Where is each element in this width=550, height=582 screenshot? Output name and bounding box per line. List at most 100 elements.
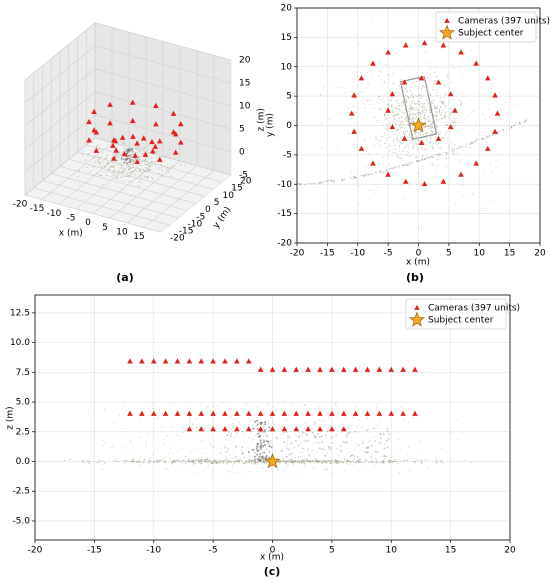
point-cloud-dot bbox=[183, 459, 185, 461]
point-cloud-dot bbox=[441, 101, 444, 104]
point-cloud-dot bbox=[386, 123, 388, 125]
point-cloud-dot bbox=[139, 170, 142, 172]
point-cloud-dot bbox=[353, 177, 355, 179]
point-cloud-dot bbox=[482, 131, 484, 133]
point-cloud-dot bbox=[184, 164, 186, 167]
point-cloud-dot bbox=[143, 147, 145, 149]
point-cloud-dot bbox=[383, 454, 386, 457]
point-cloud-dot bbox=[425, 118, 427, 120]
point-cloud-dot bbox=[472, 142, 474, 144]
point-cloud-dot bbox=[510, 127, 513, 129]
point-cloud-dot bbox=[419, 116, 422, 118]
point-cloud-dot bbox=[165, 456, 167, 458]
point-cloud-dot bbox=[398, 150, 400, 152]
point-cloud-dot bbox=[438, 110, 440, 112]
point-cloud-dot bbox=[195, 462, 197, 464]
point-cloud-dot bbox=[421, 158, 423, 160]
point-cloud-dot bbox=[418, 94, 420, 96]
point-cloud-dot bbox=[444, 134, 446, 136]
point-cloud-dot bbox=[128, 167, 130, 169]
point-cloud-dot bbox=[297, 182, 299, 184]
point-cloud-dot bbox=[379, 140, 381, 142]
point-cloud-dot bbox=[233, 461, 235, 463]
point-cloud-dot bbox=[406, 154, 408, 156]
point-cloud-dot bbox=[192, 461, 195, 463]
camera-marker bbox=[139, 358, 145, 364]
camera-marker bbox=[119, 134, 126, 140]
point-cloud-dot bbox=[321, 441, 323, 443]
point-cloud-dot bbox=[419, 101, 421, 103]
camera-marker bbox=[473, 60, 480, 66]
point-cloud-dot bbox=[482, 113, 484, 115]
point-cloud-dot bbox=[448, 157, 450, 159]
camera-marker bbox=[257, 366, 264, 372]
y-tick-label: 5 bbox=[286, 92, 292, 102]
point-cloud-dot bbox=[286, 442, 288, 444]
camera-marker bbox=[170, 129, 177, 135]
point-cloud-dot bbox=[139, 461, 141, 463]
point-cloud-dot bbox=[365, 174, 367, 176]
point-cloud-dot bbox=[420, 459, 422, 461]
point-cloud-dot bbox=[421, 147, 423, 149]
point-cloud-dot bbox=[407, 98, 409, 100]
point-cloud-dot bbox=[233, 436, 236, 438]
point-cloud-dot bbox=[145, 176, 148, 178]
point-cloud-dot bbox=[370, 457, 372, 459]
point-cloud-dot bbox=[401, 117, 403, 119]
point-cloud-dot bbox=[110, 447, 112, 449]
point-cloud-dot bbox=[167, 153, 169, 155]
grid-line bbox=[59, 166, 197, 204]
point-cloud-dot bbox=[160, 162, 162, 164]
point-cloud-dot bbox=[306, 458, 308, 460]
point-cloud-dot bbox=[301, 433, 303, 435]
point-cloud-dot bbox=[447, 72, 449, 75]
point-cloud-dot bbox=[414, 142, 416, 144]
camera-marker bbox=[113, 147, 119, 153]
point-cloud-dot bbox=[270, 416, 272, 419]
point-cloud-dot bbox=[215, 462, 217, 464]
point-cloud-dot bbox=[435, 66, 437, 68]
point-cloud-dot bbox=[451, 150, 454, 152]
point-cloud-dot bbox=[210, 463, 212, 465]
point-cloud-dot bbox=[118, 171, 120, 173]
point-cloud-dot bbox=[101, 174, 103, 176]
point-cloud-dot bbox=[444, 163, 446, 165]
point-cloud-dot bbox=[263, 466, 265, 468]
point-cloud-dot bbox=[373, 191, 375, 193]
point-cloud-dot bbox=[229, 460, 231, 462]
point-cloud-dot bbox=[382, 459, 384, 461]
point-cloud-dot bbox=[133, 171, 135, 173]
point-cloud-dot bbox=[114, 153, 116, 155]
point-cloud-dot bbox=[181, 460, 183, 462]
point-cloud-dot bbox=[189, 460, 191, 462]
point-cloud-dot bbox=[410, 113, 412, 115]
camera-marker bbox=[458, 49, 464, 55]
point-cloud-dot bbox=[351, 177, 353, 179]
point-cloud-dot bbox=[333, 459, 336, 461]
point-cloud-dot bbox=[391, 75, 393, 78]
point-cloud-dot bbox=[369, 112, 371, 114]
point-cloud-dot bbox=[259, 432, 261, 434]
point-cloud-dot bbox=[409, 113, 411, 115]
point-cloud-dot bbox=[189, 421, 191, 423]
point-cloud-dot bbox=[173, 435, 175, 437]
point-cloud-dot bbox=[346, 461, 348, 463]
point-cloud-dot bbox=[127, 172, 129, 175]
point-cloud-dot bbox=[258, 446, 260, 448]
point-cloud-dot bbox=[273, 424, 275, 426]
point-cloud-dot bbox=[410, 109, 412, 111]
point-cloud-dot bbox=[481, 138, 483, 140]
point-cloud-dot bbox=[451, 124, 453, 126]
point-cloud-dot bbox=[395, 131, 397, 133]
point-cloud-dot bbox=[394, 167, 396, 169]
point-cloud-dot bbox=[151, 157, 153, 159]
point-cloud-dot bbox=[417, 139, 419, 141]
point-cloud-dot bbox=[301, 463, 303, 465]
point-cloud-dot bbox=[352, 105, 354, 107]
point-cloud-dot bbox=[401, 126, 403, 128]
point-cloud-dot bbox=[97, 149, 100, 151]
point-cloud-dot bbox=[389, 145, 391, 147]
point-cloud-dot bbox=[389, 90, 391, 92]
point-cloud-dot bbox=[310, 460, 313, 462]
point-cloud-dot bbox=[251, 412, 253, 414]
